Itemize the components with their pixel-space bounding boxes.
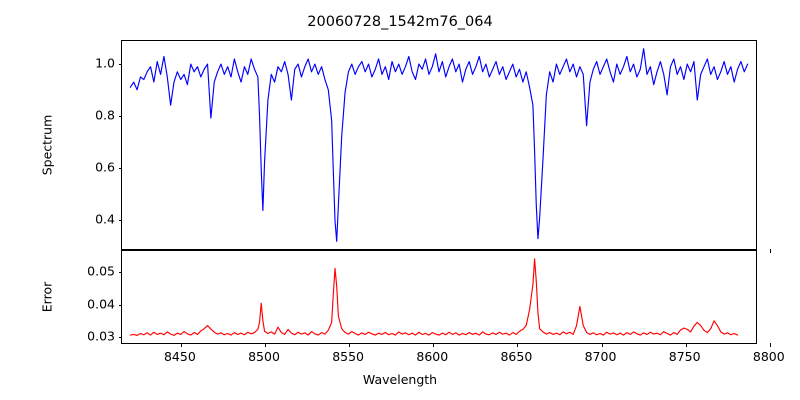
xtick-label: 8550 <box>332 349 364 364</box>
wavelength-axis-label: Wavelength <box>362 372 438 387</box>
error-plot-panel <box>118 250 771 347</box>
error-series-svg <box>122 251 756 343</box>
spectrum-ytick <box>118 116 122 118</box>
spectrum-axis-label: Spectrum <box>39 114 55 176</box>
xtick-label: 8800 <box>752 349 785 364</box>
spectrum-ytick <box>118 168 122 170</box>
spectrum-ytick-label: 0.6 <box>95 159 115 175</box>
error-axis-label: Error <box>39 281 55 313</box>
error-ytick <box>118 304 122 306</box>
error-ytick-label: 0.03 <box>87 328 115 344</box>
error-ytick <box>118 336 122 338</box>
xtick-label: 8450 <box>163 349 196 364</box>
spectrum-line <box>130 49 747 242</box>
error-xtick <box>517 343 519 347</box>
spectrum-xtick <box>769 249 771 253</box>
xtick-label: 8600 <box>416 349 449 364</box>
spectrum-plot-panel <box>118 40 771 253</box>
error-xtick <box>685 343 687 347</box>
xtick-label: 8500 <box>248 349 280 364</box>
error-xtick <box>601 343 603 347</box>
xtick-label: 8700 <box>584 349 617 364</box>
figure-title: 20060728_1542m76_064 <box>307 14 493 30</box>
error-ytick-label: 0.05 <box>87 263 115 279</box>
spectrum-ytick-label: 0.4 <box>95 211 115 227</box>
xtick-label: 8650 <box>500 349 533 364</box>
spectrum-ytick-label: 1.0 <box>95 55 115 71</box>
error-ytick <box>118 272 122 274</box>
spectrum-series-svg <box>122 41 756 249</box>
error-ytick-labels: 0.03 0.04 0.05 <box>69 250 115 344</box>
error-xtick <box>433 343 435 347</box>
spectrum-ytick-labels: 0.4 0.6 0.8 1.0 <box>69 40 115 250</box>
error-xtick <box>180 343 182 347</box>
error-xtick <box>349 343 351 347</box>
error-line <box>130 259 737 335</box>
error-ytick-label: 0.04 <box>87 296 115 311</box>
error-xtick <box>769 343 771 347</box>
error-xtick <box>265 343 267 347</box>
xtick-label: 8750 <box>668 349 701 364</box>
spectrum-ytick <box>118 64 122 66</box>
spectrum-ytick-label: 0.8 <box>95 107 115 123</box>
spectrum-ytick <box>118 219 122 221</box>
